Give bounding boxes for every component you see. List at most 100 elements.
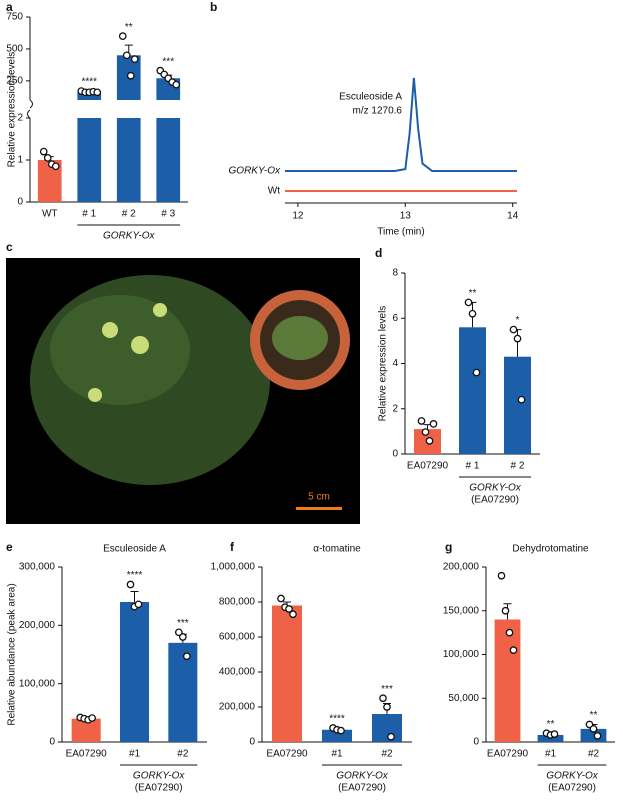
data-point [509, 646, 518, 654]
y-tick-label: 2 [17, 113, 23, 124]
group-label: GORKY-Ox [133, 771, 185, 782]
data-point [88, 714, 97, 722]
x-tick-label: # 3 [161, 209, 175, 220]
data-point [505, 628, 514, 637]
y-tick-label: 400,000 [219, 667, 256, 678]
axis-break [27, 99, 33, 119]
y-tick-label: 1 [17, 155, 23, 166]
data-point [39, 147, 48, 156]
x-tick-label: # 2 [511, 461, 525, 472]
group-label: GORKY-Ox [469, 483, 521, 494]
x-tick-label: 13 [400, 211, 412, 222]
data-point [379, 694, 387, 703]
y-tick-label: 200,000 [443, 562, 480, 573]
significance: ** [590, 710, 598, 721]
data-point [425, 437, 434, 445]
x-tick-label: # 1 [82, 209, 96, 220]
data-point [468, 309, 477, 318]
y-tick-label: 0 [392, 449, 398, 460]
bar [116, 118, 141, 202]
data-point [118, 32, 127, 41]
x-tick-label: 12 [292, 211, 304, 222]
y-tick-label: 8 [392, 268, 398, 279]
series-label: GORKY-Ox [229, 166, 281, 177]
group-label: GORKY-Ox [546, 771, 598, 782]
fruit [153, 303, 167, 317]
data-point [550, 730, 559, 738]
data-point [289, 610, 297, 619]
x-tick-label: WT [42, 209, 58, 220]
group-label: GORKY-Ox [336, 771, 388, 782]
data-point [277, 594, 285, 603]
data-point [417, 417, 426, 425]
x-tick-label: #1 [129, 749, 141, 760]
data-point [517, 395, 526, 404]
group-sublabel: (EA07290) [471, 495, 519, 506]
significance: *** [381, 684, 393, 695]
significance: ** [469, 288, 477, 299]
panel-letter: f [230, 540, 235, 554]
trace [285, 77, 517, 172]
bar [272, 605, 302, 742]
photo-panel: c 5 cm [6, 240, 360, 524]
x-tick-label: # 2 [122, 209, 136, 220]
y-tick-label: 100,000 [443, 649, 480, 660]
significance: **** [81, 77, 97, 88]
chart-title: α-tomatine [313, 544, 361, 555]
annotation-sub: m/z 1270.6 [353, 106, 403, 117]
panel-letter: c [6, 240, 13, 254]
fruit [102, 322, 118, 338]
y-tick-label: 750 [6, 12, 23, 23]
bar [168, 642, 198, 742]
group-label: GORKY-Ox [103, 231, 155, 242]
data-point [93, 88, 102, 97]
y-tick-label: 100,000 [19, 678, 56, 689]
bar [37, 160, 62, 202]
y-tick-label: 300,000 [19, 562, 56, 573]
data-point [182, 652, 191, 661]
data-point [126, 71, 135, 80]
y-axis-label: Relative expression levels [7, 52, 18, 168]
group-sublabel: (EA07290) [135, 783, 183, 794]
x-tick-label: # 1 [466, 461, 480, 472]
y-tick-label: 0 [49, 737, 55, 748]
panel-letter: e [6, 540, 13, 554]
data-point [174, 628, 183, 637]
bar [77, 118, 102, 202]
x-tick-label: EA07290 [407, 461, 449, 472]
data-point [464, 298, 473, 307]
x-tick-label: EA07290 [266, 749, 308, 760]
y-tick-label: 200,000 [219, 702, 256, 713]
y-tick-label: 2 [392, 403, 398, 414]
data-point [501, 606, 510, 615]
data-point [337, 726, 345, 735]
y-tick-label: 500 [6, 44, 23, 55]
x-tick-label: #2 [588, 749, 600, 760]
panel-letter: d [375, 246, 382, 260]
y-tick-label: 0 [249, 737, 255, 748]
y-tick-label: 0 [473, 737, 479, 748]
group-sublabel: (EA07290) [338, 783, 386, 794]
panel-letter: g [445, 540, 452, 554]
y-tick-label: 0 [17, 197, 23, 208]
chart-title: Dehydrotomatine [512, 544, 589, 555]
bar [494, 619, 521, 742]
data-point [172, 80, 181, 89]
fruit [131, 336, 149, 354]
data-point [51, 162, 60, 171]
plant [50, 295, 190, 405]
y-tick-label: 200,000 [19, 620, 56, 631]
x-axis-label: Time (min) [377, 227, 424, 238]
x-tick-label: #2 [381, 749, 393, 760]
data-point [383, 703, 391, 711]
bar [120, 602, 149, 742]
bar [504, 356, 531, 454]
data-point [429, 420, 438, 428]
data-point [497, 571, 506, 580]
significance: ** [547, 719, 555, 730]
significance: *** [162, 56, 174, 67]
data-point [178, 633, 187, 641]
y-axis-label: Relative abundance (peak area) [7, 583, 18, 725]
y-axis-label: Relative expression levels [378, 306, 389, 422]
